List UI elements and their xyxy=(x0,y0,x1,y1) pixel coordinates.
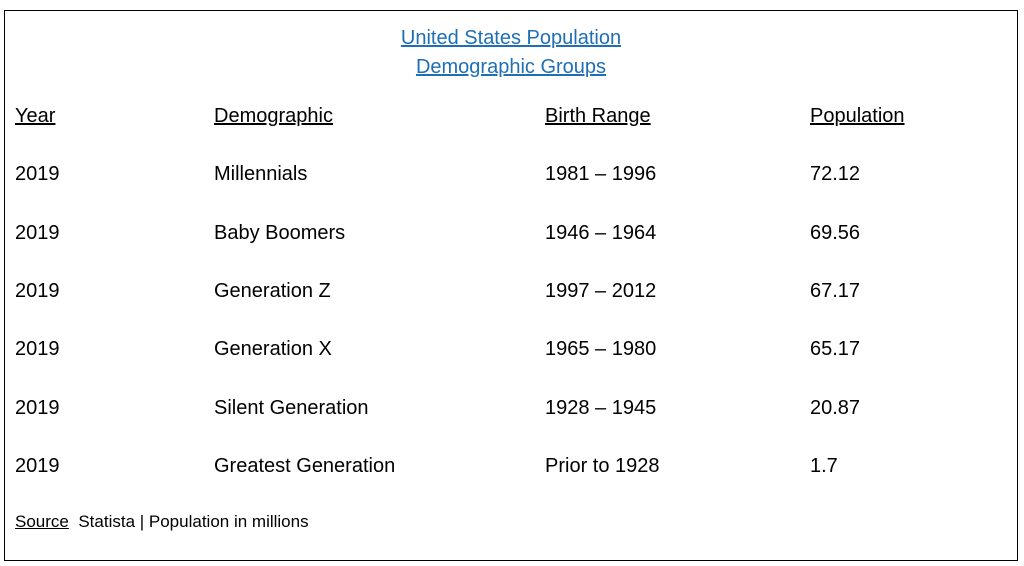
cell-birth-range: 1946 – 1964 xyxy=(545,222,657,244)
column-header-birth-range: Birth Range xyxy=(545,105,651,127)
table-frame: United States Population Demographic Gro… xyxy=(4,10,1018,561)
cell-birth-range: 1965 – 1980 xyxy=(545,338,657,360)
cell-year: 2019 xyxy=(15,222,60,244)
cell-birth-range: 1928 – 1945 xyxy=(545,397,657,419)
cell-population: 1.7 xyxy=(810,455,838,477)
cell-birth-range: Prior to 1928 xyxy=(545,455,660,477)
cell-population: 72.12 xyxy=(810,163,861,185)
cell-birth-range: 1981 – 1996 xyxy=(545,163,657,185)
column-header-year: Year xyxy=(15,105,56,127)
table-row: 2019 Generation Z 1997 – 2012 67.17 xyxy=(5,278,1017,304)
table-row: 2019 Greatest Generation Prior to 1928 1… xyxy=(5,453,1017,479)
cell-demographic: Silent Generation xyxy=(214,397,369,419)
cell-demographic: Generation X xyxy=(214,338,332,360)
cell-year: 2019 xyxy=(15,455,60,477)
source-note: Source Statista | Population in millions xyxy=(15,511,309,533)
table-row: 2019 Silent Generation 1928 – 1945 20.87 xyxy=(5,395,1017,421)
table-row: 2019 Generation X 1965 – 1980 65.17 xyxy=(5,336,1017,362)
cell-population: 69.56 xyxy=(810,222,861,244)
table-row: 2019 Millennials 1981 – 1996 72.12 xyxy=(5,161,1017,187)
source-label: Source xyxy=(15,512,69,531)
cell-demographic: Greatest Generation xyxy=(214,455,396,477)
table-row: 2019 Baby Boomers 1946 – 1964 69.56 xyxy=(5,220,1017,246)
source-text: Statista | Population in millions xyxy=(78,512,309,531)
cell-demographic: Millennials xyxy=(214,163,308,185)
column-header-population: Population xyxy=(810,105,905,127)
header-row: Year Demographic Birth Range Population xyxy=(5,103,1017,129)
cell-population: 67.17 xyxy=(810,280,861,302)
cell-birth-range: 1997 – 2012 xyxy=(545,280,657,302)
cell-demographic: Generation Z xyxy=(214,280,331,302)
cell-population: 20.87 xyxy=(810,397,861,419)
cell-year: 2019 xyxy=(15,338,60,360)
cell-population: 65.17 xyxy=(810,338,861,360)
cell-year: 2019 xyxy=(15,163,60,185)
cell-year: 2019 xyxy=(15,397,60,419)
table-subtitle: Demographic Groups xyxy=(415,56,607,78)
table-title: United States Population xyxy=(400,27,622,49)
cell-demographic: Baby Boomers xyxy=(214,222,346,244)
cell-year: 2019 xyxy=(15,280,60,302)
column-header-demographic: Demographic xyxy=(214,105,333,127)
